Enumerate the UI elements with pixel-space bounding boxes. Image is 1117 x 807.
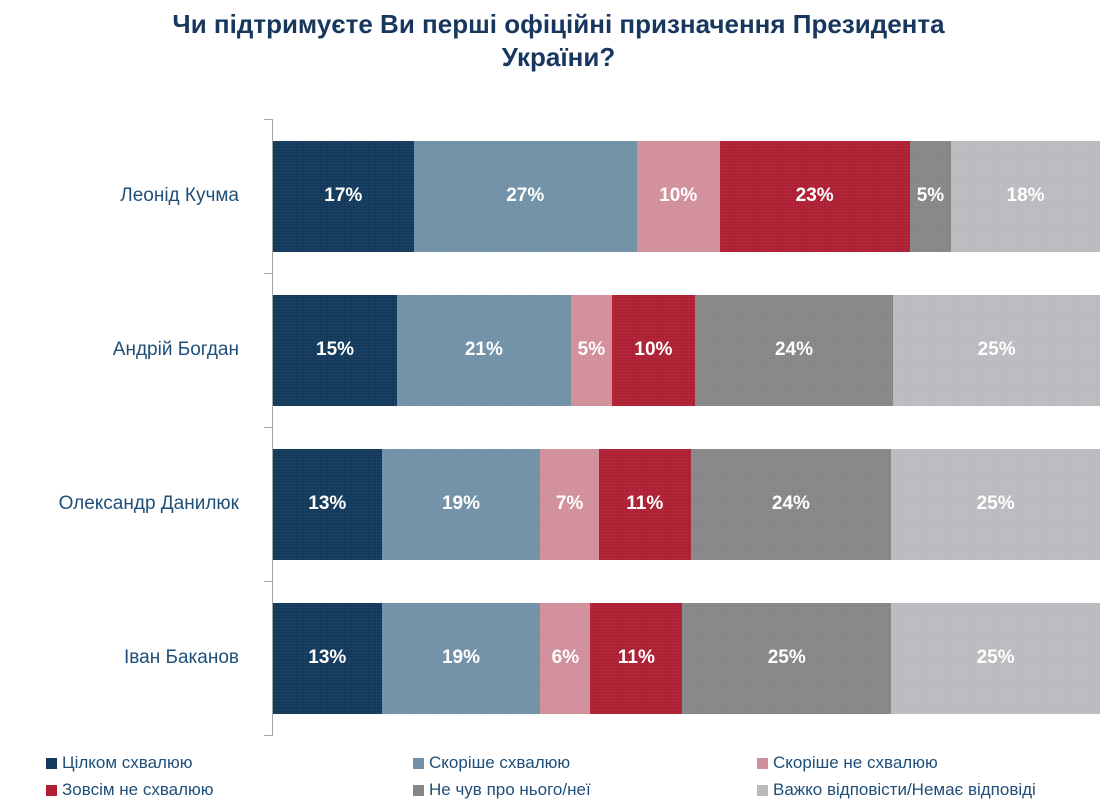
bar-segment: 15% xyxy=(273,294,398,406)
bar-segment-value: 11% xyxy=(626,493,664,514)
bar-segment: 23% xyxy=(719,140,910,252)
bar-segment-value: 25% xyxy=(977,339,1016,360)
bar-segment-value: 25% xyxy=(976,493,1015,514)
bar-segment-value: 13% xyxy=(308,493,347,514)
bar-segment: 13% xyxy=(273,448,382,560)
bar-row: Іван Баканов 13% 19% 6% 11% 25% 25% xyxy=(0,581,1101,735)
bar-segment-value: 10% xyxy=(659,185,698,206)
bar-segment-value: 19% xyxy=(441,493,480,514)
stacked-bar: 17% 27% 10% 23% 5% 18% xyxy=(273,140,1100,252)
axis-tick xyxy=(264,273,273,274)
bar-row: Андрій Богдан 15% 21% 5% 10% 24% 25% xyxy=(0,273,1100,427)
bar-segment: 25% xyxy=(682,602,892,714)
stacked-bar: 13% 19% 6% 11% 25% 25% xyxy=(273,602,1101,714)
bar-segment-value: 5% xyxy=(916,185,945,206)
bar-segment: 6% xyxy=(540,602,591,714)
bar-segment-value: 18% xyxy=(1006,185,1045,206)
legend-item: Цілком схвалюю xyxy=(46,752,413,774)
legend-label: Скоріше схвалюю xyxy=(429,753,571,772)
bar-segment-value: 24% xyxy=(771,493,810,514)
bar-segment: 24% xyxy=(690,448,892,560)
stacked-bar: 15% 21% 5% 10% 24% 25% xyxy=(273,294,1100,406)
bar-segment-value: 25% xyxy=(976,647,1015,668)
bar-segment-value: 27% xyxy=(506,185,545,206)
bar-segment: 5% xyxy=(570,294,613,406)
legend-item: Важко відповісти/Немає відповіді xyxy=(757,779,1076,801)
category-label: Іван Баканов xyxy=(124,647,239,668)
bar-segment: 19% xyxy=(381,602,541,714)
chart-plot-area: Леонід Кучма 17% 27% 10% 23% 5% 18% Андрій Богд… xyxy=(0,119,1101,735)
axis-tick xyxy=(264,735,273,736)
legend-item: Зовсім не схвалюю xyxy=(46,779,413,801)
bar-segment: 25% xyxy=(893,294,1100,406)
bar-segment-value: 6% xyxy=(551,647,580,668)
bar-segment-value: 7% xyxy=(555,493,584,514)
bar-segment-value: 24% xyxy=(774,339,814,360)
bar-row: Леонід Кучма 17% 27% 10% 23% 5% 18% xyxy=(0,119,1100,273)
stacked-bar: 13% 19% 7% 11% 24% 25% xyxy=(273,448,1100,560)
chart-title: Чи підтримуєте Ви перші офіційні признач… xyxy=(172,9,945,73)
bar-segment-value: 10% xyxy=(634,339,673,360)
bar-segment: 18% xyxy=(951,140,1100,252)
axis-tick xyxy=(264,427,273,428)
bar-segment: 21% xyxy=(397,294,571,406)
bar-segment-value: 23% xyxy=(795,185,834,206)
chart-legend: Цілком схвалюю Скоріше схвалюю Скоріше не … xyxy=(46,752,1076,801)
bar-segment: 11% xyxy=(598,448,691,560)
bar-segment-value: 5% xyxy=(577,339,606,360)
category-label: Леонід Кучма xyxy=(120,185,239,206)
bar-segment: 24% xyxy=(694,294,894,406)
bar-segment-value: 15% xyxy=(316,339,355,360)
legend-label: Важко відповісти/Немає відповіді xyxy=(773,780,1036,799)
category-label: Олександр Данилюк xyxy=(58,493,239,514)
legend-label: Не чув про нього/неї xyxy=(429,780,591,799)
bar-segment-value: 19% xyxy=(441,647,480,668)
legend-swatch xyxy=(413,784,424,796)
bar-segment-value: 21% xyxy=(464,339,503,360)
bar-segment: 17% xyxy=(273,140,414,252)
legend-swatch xyxy=(413,757,424,769)
bar-segment: 10% xyxy=(636,140,720,252)
legend-swatch xyxy=(757,784,768,796)
legend-item: Скоріше схвалюю xyxy=(413,752,757,774)
axis-tick xyxy=(264,581,273,582)
legend-swatch xyxy=(46,784,57,796)
category-label: Андрій Богдан xyxy=(112,339,239,360)
bar-segment-value: 11% xyxy=(617,647,655,668)
axis-tick xyxy=(264,119,273,120)
legend-item: Скоріше не схвалюю xyxy=(757,752,1076,774)
legend-label: Скоріше не схвалюю xyxy=(773,753,938,772)
legend-label: Зовсім не схвалюю xyxy=(62,780,214,799)
bar-segment: 11% xyxy=(590,602,683,714)
legend-swatch xyxy=(46,757,57,769)
bar-segment: 5% xyxy=(909,140,952,252)
legend-label: Цілком схвалюю xyxy=(62,753,193,772)
bar-segment: 7% xyxy=(540,448,599,560)
bar-row: Олександр Данилюк 13% 19% 7% 11% 24% 25% xyxy=(0,427,1100,581)
bar-segment: 25% xyxy=(891,602,1101,714)
bar-segment-value: 25% xyxy=(767,647,806,668)
bar-segment: 10% xyxy=(612,294,695,406)
legend-swatch xyxy=(757,757,768,769)
bar-segment: 13% xyxy=(273,602,382,714)
bar-segment-value: 17% xyxy=(324,185,363,206)
legend-item: Не чув про нього/неї xyxy=(413,779,757,801)
bar-segment-value: 13% xyxy=(308,647,347,668)
bar-segment: 27% xyxy=(413,140,637,252)
bar-segment: 25% xyxy=(891,448,1100,560)
bar-segment: 19% xyxy=(381,448,541,560)
